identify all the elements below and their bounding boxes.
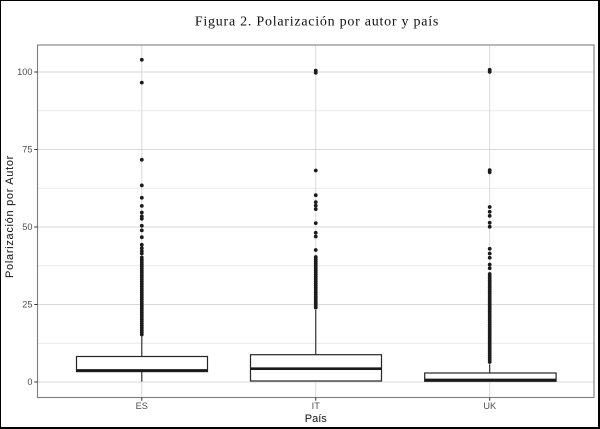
- svg-text:50: 50: [22, 222, 32, 232]
- svg-text:75: 75: [22, 145, 32, 155]
- svg-text:25: 25: [22, 300, 32, 310]
- svg-text:Figura 2. Polarización por aut: Figura 2. Polarización por autor y país: [195, 15, 439, 30]
- svg-text:UK: UK: [483, 401, 497, 411]
- svg-text:Polarización por Autor: Polarización por Autor: [4, 155, 16, 278]
- svg-text:100: 100: [17, 67, 32, 77]
- svg-text:IT: IT: [312, 401, 321, 411]
- svg-text:0: 0: [27, 377, 32, 387]
- svg-text:País: País: [305, 413, 328, 425]
- svg-text:ES: ES: [136, 401, 148, 411]
